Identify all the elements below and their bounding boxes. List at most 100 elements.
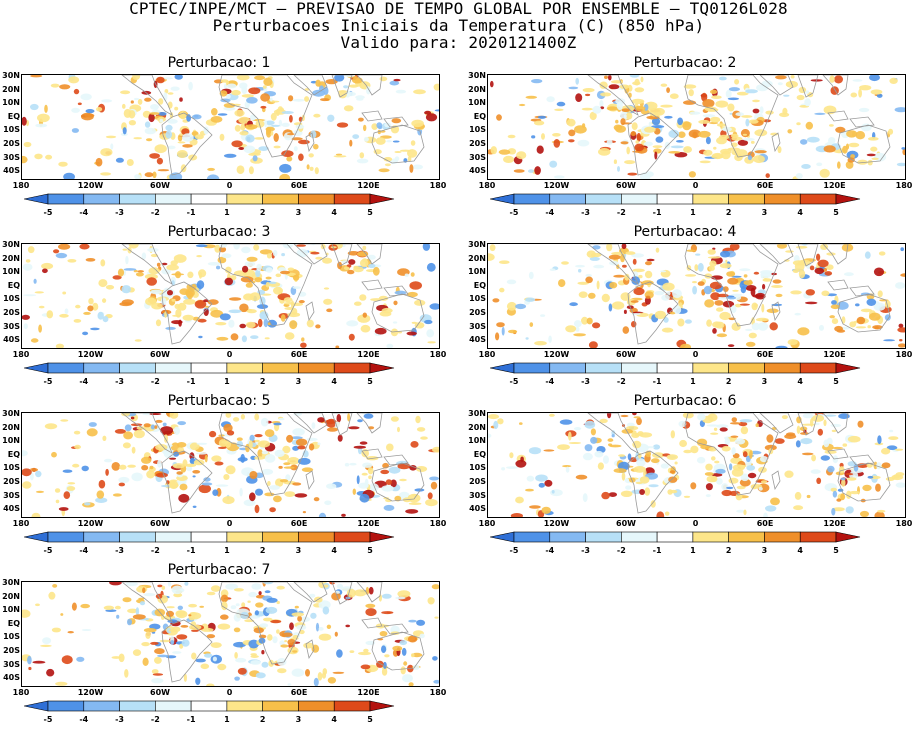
lon-label: 60E — [757, 519, 774, 528]
colorbar-tick: -2 — [151, 546, 160, 555]
colorbar-tick: -1 — [187, 715, 196, 724]
lat-label: EQ — [0, 282, 20, 290]
colorbar-tick: 2 — [260, 377, 266, 386]
lon-label: 60E — [757, 181, 774, 190]
lon-label: 0 — [227, 350, 233, 359]
lat-label: 40S — [0, 167, 20, 175]
colorbar-tick: -4 — [79, 546, 88, 555]
colorbar-tick: -2 — [151, 377, 160, 386]
lon-label: 60W — [616, 350, 636, 359]
colorbar-tick: -1 — [653, 377, 662, 386]
colorbar-tick: 5 — [833, 377, 839, 386]
lon-label: 60W — [616, 181, 636, 190]
map-area — [487, 412, 906, 518]
lon-label: 180 — [896, 350, 913, 359]
colorbar-tick: -2 — [617, 208, 626, 217]
colorbar-tick: 1 — [224, 208, 230, 217]
lon-label: 60W — [150, 350, 170, 359]
colorbar-tick: 2 — [726, 208, 732, 217]
lat-label: 30S — [0, 492, 20, 500]
lat-label: 20N — [0, 593, 20, 601]
figure-title: CPTEC/INPE/MCT – PREVISAO DE TEMPO GLOBA… — [0, 0, 917, 51]
lat-label: 10S — [0, 633, 20, 641]
lat-label: 20S — [0, 647, 20, 655]
lat-label: EQ — [0, 113, 20, 121]
colorbar-tick: -4 — [545, 377, 554, 386]
temperature-field — [22, 413, 439, 517]
colorbar-tick: 4 — [331, 715, 337, 724]
colorbar-tick: 3 — [296, 715, 302, 724]
colorbar-tick: -1 — [187, 546, 196, 555]
colorbar-tick: -5 — [44, 546, 53, 555]
lon-label: 60W — [150, 181, 170, 190]
lon-label: 60E — [291, 350, 308, 359]
title-line-1: CPTEC/INPE/MCT – PREVISAO DE TEMPO GLOBA… — [0, 0, 917, 17]
colorbar-tick: -2 — [617, 377, 626, 386]
lon-label: 120W — [544, 350, 570, 359]
colorbar-tick: 4 — [797, 546, 803, 555]
lat-label: EQ — [0, 451, 20, 459]
lat-label: 20S — [466, 478, 486, 486]
lat-label: 20N — [0, 255, 20, 263]
lon-label: 120E — [357, 519, 379, 528]
lat-label: 20S — [0, 309, 20, 317]
lon-label: 180 — [13, 688, 30, 697]
lat-label: 30N — [0, 410, 20, 418]
colorbar-tick: -1 — [653, 546, 662, 555]
lat-label: 20N — [466, 424, 486, 432]
lon-label: 180 — [430, 688, 447, 697]
temperature-field — [488, 75, 905, 179]
map-svg — [22, 75, 439, 179]
colorbar-tick: -2 — [151, 208, 160, 217]
colorbar-tick: 1 — [224, 715, 230, 724]
map-svg — [22, 244, 439, 348]
colorbar-tick: 1 — [690, 546, 696, 555]
lat-label: 10N — [0, 99, 20, 107]
colorbar-tick: -1 — [653, 208, 662, 217]
colorbar-tick: 4 — [797, 377, 803, 386]
lon-label: 0 — [227, 519, 233, 528]
colorbar-tick: 3 — [762, 546, 768, 555]
panel-title: Perturbacao: 6 — [466, 393, 904, 409]
lat-label: 10N — [0, 437, 20, 445]
colorbar-tick: -5 — [44, 715, 53, 724]
title-line-2: Perturbacoes Iniciais da Temperatura (C)… — [0, 17, 917, 34]
lat-label: 30S — [466, 154, 486, 162]
panel-title: Perturbacao: 5 — [0, 393, 438, 409]
lon-label: 60E — [291, 688, 308, 697]
colorbar-tick: -5 — [510, 208, 519, 217]
colorbar-tick: 4 — [797, 208, 803, 217]
lat-label: 10N — [466, 437, 486, 445]
map-area — [21, 412, 440, 518]
map-svg — [488, 244, 905, 348]
colorbar-tick: 4 — [331, 546, 337, 555]
colorbar-tick: -3 — [115, 715, 124, 724]
panel-title: Perturbacao: 3 — [0, 224, 438, 240]
lat-label: 20S — [466, 140, 486, 148]
colorbar-tick: -3 — [115, 208, 124, 217]
colorbar-tick: 5 — [367, 546, 373, 555]
lat-label: 40S — [466, 167, 486, 175]
lat-label: 30S — [0, 323, 20, 331]
lat-label: 20N — [466, 86, 486, 94]
map-svg — [488, 413, 905, 517]
lat-label: 20N — [0, 86, 20, 94]
temperature-field — [488, 244, 905, 348]
lon-label: 120E — [823, 519, 845, 528]
lon-label: 180 — [479, 519, 496, 528]
lat-label: 30N — [466, 72, 486, 80]
lon-label: 180 — [430, 350, 447, 359]
colorbar-tick: -5 — [510, 546, 519, 555]
lat-label: 30N — [0, 241, 20, 249]
temperature-field — [22, 582, 439, 686]
lat-label: 10N — [0, 268, 20, 276]
lon-label: 0 — [693, 519, 699, 528]
colorbar-tick: -3 — [115, 377, 124, 386]
lon-label: 120E — [357, 688, 379, 697]
lat-label: 30S — [466, 323, 486, 331]
lat-label: 20S — [0, 140, 20, 148]
